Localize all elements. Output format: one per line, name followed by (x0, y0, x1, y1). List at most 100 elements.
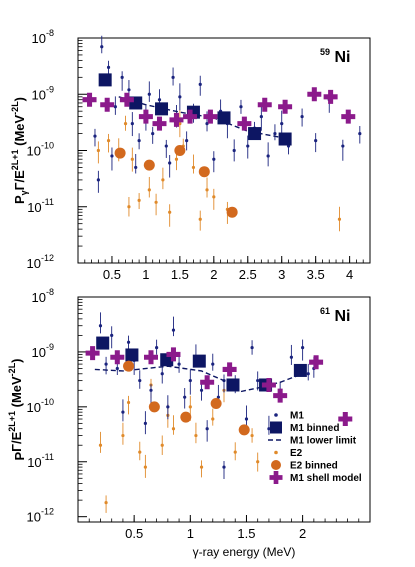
m1-point (188, 379, 192, 383)
m1-point (232, 148, 236, 153)
m1-point (166, 405, 170, 409)
m1-point (341, 144, 345, 148)
legend-label: M1 shell model (290, 473, 362, 484)
m1-binned-marker (192, 354, 206, 368)
m1-binned-marker (98, 73, 112, 87)
shell-model-marker (119, 92, 134, 107)
y-ticks: 10-12 10-11 10-10 10-9 10-8 (27, 28, 87, 271)
e2-point (337, 217, 342, 221)
e2-point (137, 198, 141, 202)
shell-model-marker (110, 350, 125, 365)
m1-binned-marker (217, 111, 231, 125)
y-tick-label: 10-8 (32, 287, 54, 305)
ylabel-sub: γ (19, 190, 29, 195)
ylabel-unit-sup: -2L (7, 362, 17, 376)
e2-binned-marker (226, 206, 238, 218)
m1-point (178, 95, 182, 99)
ylabel-sup: 2L+1 (7, 411, 17, 432)
ylabel-rest: Γ/E (12, 170, 27, 190)
m1-point (205, 427, 209, 431)
m1-point (222, 465, 226, 469)
m1-point (110, 154, 114, 158)
m1-point (120, 75, 124, 79)
m1-point (149, 388, 153, 392)
panel-61ni: 0.5 1 1.5 2 10-12 10-11 10-10 10-9 10-8 61 Ni P… (7, 287, 371, 559)
e2-point (121, 433, 125, 438)
shell-model-marker (166, 347, 181, 362)
shell-model-marker (307, 87, 322, 102)
e2-point (171, 427, 176, 431)
m1-point (211, 362, 215, 366)
m1-point (138, 379, 142, 383)
e2-point (174, 157, 179, 161)
shell-model-marker (323, 89, 338, 104)
m1-point (151, 131, 155, 136)
y-tick-label: 10-12 (27, 507, 54, 525)
panel-label: 59 Ni (320, 42, 350, 66)
m1-point (164, 144, 168, 148)
x-ticks: 0.5 1 1.5 2 (88, 515, 360, 541)
y-tick-label: 10-9 (32, 342, 54, 360)
m1-binned-marker (125, 348, 139, 362)
e2-point (178, 122, 182, 126)
e2-point (138, 450, 142, 454)
shell-model-marker (203, 109, 218, 124)
data-marks (82, 35, 362, 232)
m1-binned-marker (248, 127, 262, 141)
x-tick-label: 2.5 (239, 267, 257, 282)
m1-point (266, 154, 270, 158)
e2-point (256, 460, 260, 464)
y-tick-label: 10-10 (27, 397, 54, 415)
m1-point (113, 105, 117, 109)
ylabel-unit: (MeV (12, 114, 27, 149)
ylabel-unit-sup: -2L (10, 101, 20, 115)
ylabel-sup: 2L+1 (10, 149, 20, 170)
e2-point (199, 465, 204, 469)
panel-label-main: Ni (334, 308, 350, 325)
e2-point (96, 148, 100, 153)
e2-binned-marker (143, 159, 155, 171)
m1-point (250, 345, 254, 350)
m1-point (300, 115, 304, 119)
legend-label: M1 lower limit (290, 436, 357, 447)
x-tick-label: 1 (142, 267, 149, 282)
e2-point (233, 450, 237, 454)
y-tick-label: 10-10 (27, 141, 54, 159)
legend-swatch (270, 421, 282, 434)
m1-point (168, 161, 172, 165)
e2-point (211, 417, 215, 421)
ylabel-unit: (MeV (9, 376, 24, 411)
m1-binned-marker (278, 132, 292, 146)
e2-point (161, 178, 165, 182)
m1-point (93, 134, 97, 138)
e2-point (123, 122, 128, 126)
m1-point (256, 379, 260, 383)
m1-point (205, 122, 209, 126)
m1-point (301, 345, 305, 350)
shell-model-marker (85, 346, 100, 361)
x-tick-label: 2 (299, 526, 306, 541)
shell-model-marker (183, 109, 198, 124)
e2-binned-marker (148, 401, 160, 413)
x-tick-label: 1.5 (171, 267, 189, 282)
m1-point (121, 410, 125, 414)
m1-binned-marker (226, 378, 240, 392)
ylabel-p: P (12, 452, 27, 461)
shell-model-marker (257, 97, 272, 112)
x-tick-label: 2 (210, 267, 217, 282)
x-tick-label: 0.5 (125, 526, 143, 541)
m1-point (130, 122, 134, 126)
legend-label: E2 binned (290, 461, 338, 472)
m1-point (177, 362, 181, 366)
e2-point (205, 188, 209, 192)
y-tick-label: 10-9 (32, 84, 54, 102)
shell-model-marker (261, 377, 276, 392)
y-axis-title: PΓ/E2L+1 (MeV-2L) (7, 358, 27, 460)
m1-point (98, 324, 103, 328)
ylabel-p: P (12, 195, 27, 204)
m1-point (115, 366, 119, 371)
shell-model-marker (237, 116, 252, 131)
m1-point (100, 45, 104, 49)
e2-binned-marker (174, 145, 186, 156)
m1-point (280, 122, 284, 126)
